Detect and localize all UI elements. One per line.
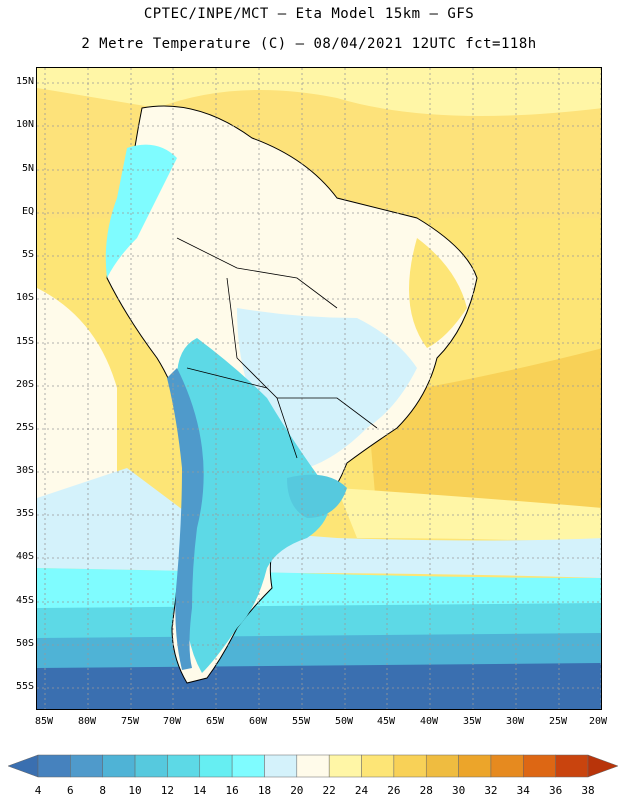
band-subtropical-pale: [37, 468, 601, 578]
lon-label: 80W: [77, 716, 97, 727]
colorbar-tick-label: 34: [516, 784, 530, 797]
colorbar-tick-label: 8: [99, 784, 107, 797]
title-line-2: 2 Metre Temperature (C) – 08/04/2021 12U…: [81, 36, 537, 52]
lat-label: 5S: [21, 249, 34, 260]
colorbar-tick-label: 6: [67, 784, 74, 797]
colorbar-tick-label: 38: [581, 784, 595, 797]
colorbar-tick-label: 32: [484, 784, 498, 797]
title-line-1: CPTEC/INPE/MCT – Eta Model 15km – GFS: [143, 6, 475, 22]
colorbar-cell: [393, 754, 427, 778]
country-borders: [176, 237, 378, 459]
colorbar-tick-label: 20: [290, 784, 304, 797]
lon-label: 25W: [548, 716, 568, 727]
temperature-map: [37, 68, 601, 709]
lat-label: 40S: [15, 551, 34, 562]
lat-label: 15N: [15, 76, 34, 87]
lon-label: 20W: [588, 716, 608, 727]
colorbar-tick-label: 28: [419, 784, 433, 797]
colorbar-cell: [231, 754, 265, 778]
colorbar-cell: [134, 754, 168, 778]
band-blue-dark: [37, 663, 601, 709]
colorbar-tick-label: 14: [193, 784, 207, 797]
colorbar-tick-label: 12: [160, 784, 175, 797]
lat-label: 20S: [15, 379, 34, 390]
colorbar-tick-label: 30: [451, 784, 466, 797]
band-north-pale: [37, 68, 601, 116]
colorbar-tick-label: 10: [128, 784, 142, 797]
lon-label: 60W: [248, 716, 268, 727]
andes-cold-ridge: [167, 368, 204, 670]
lat-label: 30S: [15, 465, 34, 476]
colorbar-cell: [328, 754, 362, 778]
colorbar-cell: [37, 754, 71, 778]
colorbar-cell: [490, 754, 524, 778]
lat-label: 10N: [15, 119, 34, 130]
colorbar-tick-label: 24: [354, 784, 369, 797]
colorbar-arrow-left: [8, 754, 39, 778]
colorbar-cell: [458, 754, 492, 778]
lat-label: 25S: [15, 422, 34, 433]
lat-label: 50S: [15, 638, 34, 649]
colorbar-tick-label: 26: [387, 784, 401, 797]
lon-label: 50W: [334, 716, 354, 727]
lat-label: EQ: [21, 206, 34, 217]
colorbar-cell: [264, 754, 298, 778]
band-atlantic-tropical: [367, 348, 601, 528]
colorbar-tick-label: 16: [225, 784, 239, 797]
band-pacific-pale: [37, 288, 117, 498]
lon-label: 40W: [419, 716, 439, 727]
cool-region-andes-south: [177, 338, 330, 673]
lon-label: 70W: [162, 716, 182, 727]
colorbar-tick-label: 18: [257, 784, 272, 797]
lon-label: 55W: [291, 716, 311, 727]
band-atlantic-mid: [337, 488, 601, 543]
lat-label: 15S: [15, 336, 34, 347]
colorbar-cell: [523, 754, 556, 778]
uruguay-cool: [287, 474, 347, 518]
colorbar-tick-label: 36: [549, 784, 563, 797]
lon-label: 75W: [120, 716, 140, 727]
colorbar-tick-label: 4: [34, 784, 42, 797]
lat-label: 5N: [21, 163, 34, 174]
northeast-brazil-warm: [409, 238, 467, 348]
temperature-colorbar: [8, 754, 618, 778]
lat-label: 55S: [15, 681, 34, 692]
colorbar-cell: [555, 754, 589, 778]
lon-label: 30W: [505, 716, 525, 727]
graticule: [37, 68, 601, 709]
colorbar-cell: [199, 754, 233, 778]
northern-andes-cool: [105, 144, 177, 278]
colorbar-arrow-right: [587, 754, 618, 778]
colorbar-cell: [70, 754, 103, 778]
lon-label: 65W: [205, 716, 225, 727]
colorbar-cell: [102, 754, 136, 778]
lon-label: 35W: [462, 716, 482, 727]
lat-label: 10S: [15, 292, 34, 303]
colorbar-cell: [167, 754, 201, 778]
lat-label: 45S: [15, 595, 34, 606]
lat-label: 35S: [15, 508, 34, 519]
lon-label: 45W: [376, 716, 396, 727]
lon-label: 85W: [34, 716, 54, 727]
colorbar-cell: [296, 754, 330, 778]
colorbar-cell: [425, 754, 459, 778]
colorbar-tick-label: 22: [322, 784, 336, 797]
colorbar-cell: [361, 754, 395, 778]
map-frame: [36, 67, 602, 710]
